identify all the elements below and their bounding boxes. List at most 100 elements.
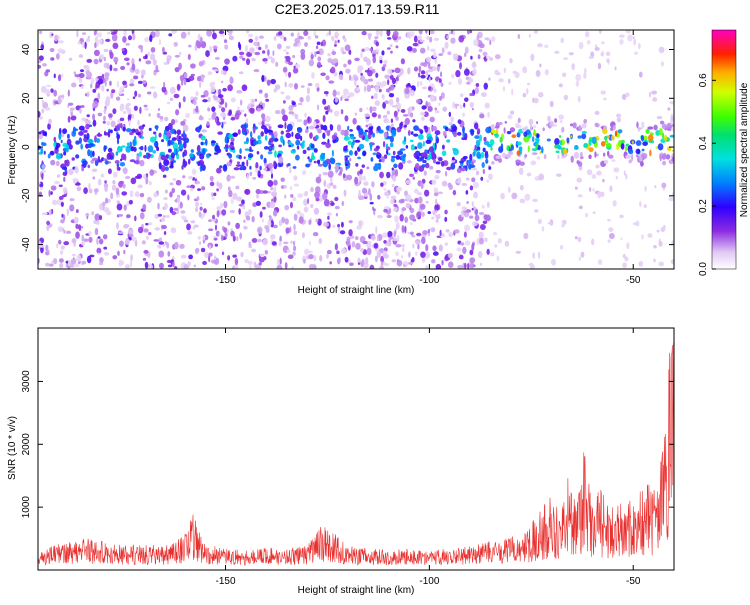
spectrogram-cell — [81, 117, 87, 122]
spectrogram-cell — [351, 241, 356, 248]
spectrogram-cell — [272, 209, 278, 217]
spectrogram-cell — [432, 158, 436, 164]
spectrogram-cell — [388, 93, 395, 98]
spectrogram-cell — [478, 211, 485, 216]
spectrogram-cell — [322, 115, 326, 123]
spectrogram-cell — [395, 251, 399, 257]
spectrogram-cell — [420, 74, 426, 79]
spectrogram-cell — [467, 78, 474, 83]
spectrogram-cell — [315, 51, 320, 55]
spectrogram-cell — [456, 247, 462, 252]
spectrogram-cell — [372, 152, 377, 156]
spectrogram-cell — [613, 167, 620, 173]
spectrogram-cell — [519, 184, 524, 191]
spectrogram-cell — [462, 112, 465, 117]
spectrogram-cell — [661, 61, 664, 67]
spectrogram-cell — [413, 133, 419, 137]
spectrogram-cell — [197, 33, 201, 41]
spectrogram-cell — [252, 140, 259, 145]
spectrogram-cell — [168, 154, 172, 161]
spectrogram-cell — [473, 39, 479, 47]
spectrogram-cell — [195, 91, 199, 97]
spectrogram-cell — [469, 215, 474, 219]
spectrogram-cell — [379, 59, 383, 64]
spectrogram-cell — [180, 254, 187, 259]
spectrogram-cell — [180, 189, 187, 196]
spectrogram-cell — [471, 61, 477, 69]
spectrogram-cell — [620, 237, 623, 241]
spectrogram-cell — [373, 242, 379, 249]
spectrogram-cell — [531, 152, 538, 155]
spectrogram-cell — [523, 135, 530, 143]
spectrogram-cell — [658, 261, 665, 267]
spectrogram-cell — [166, 130, 172, 138]
spectrogram-cell — [334, 40, 337, 45]
spectrogram-cell — [188, 175, 194, 180]
spectrogram-cell — [208, 219, 212, 222]
spectrogram-cell — [271, 241, 277, 246]
spectrogram-cell — [386, 195, 389, 199]
spectrogram-cell — [288, 111, 295, 115]
spectrogram-cell — [219, 202, 224, 209]
spectrogram-cell — [174, 66, 180, 73]
spectrogram-cell — [671, 240, 674, 246]
spectrogram-cell — [471, 177, 476, 183]
spectrogram-cell — [645, 128, 650, 134]
spectrogram-cell — [601, 50, 604, 57]
spectrogram-cell — [41, 169, 47, 173]
spectrogram-cell — [78, 125, 85, 131]
spectrogram-cell — [320, 41, 324, 47]
spectrogram-cell — [48, 209, 52, 216]
spectrogram-cell — [631, 153, 634, 162]
spectrogram-cell — [213, 68, 219, 72]
spectrogram-cell — [662, 187, 665, 191]
spectrogram-cell — [265, 226, 270, 233]
spectrogram-cell — [444, 216, 448, 222]
spectrogram-cell — [64, 159, 70, 167]
spectrogram-cell — [402, 121, 405, 126]
spectrogram-cell — [384, 191, 390, 197]
spectrogram-cell — [466, 30, 470, 35]
spectrogram-cell — [452, 53, 459, 57]
spectrogram-cell — [417, 142, 423, 150]
spectrogram-cell — [305, 163, 311, 168]
spectrogram-cell — [333, 110, 340, 117]
spectrogram-cell — [85, 213, 90, 217]
spectrogram-cell — [153, 192, 158, 198]
spectrogram-cell — [583, 119, 587, 124]
spectrogram-cell — [40, 246, 44, 254]
spectrogram-cell — [114, 160, 120, 164]
spectrogram-cell — [616, 117, 622, 123]
spectrogram-cell — [259, 253, 265, 257]
spectrogram-cell — [273, 36, 277, 41]
spectrogram-cell — [519, 198, 526, 204]
spectrogram-cell — [405, 194, 412, 202]
spectrogram-cell — [419, 203, 426, 210]
spectrogram-cell — [348, 92, 355, 97]
spectrogram-cell — [392, 30, 399, 37]
spectrogram-cell — [634, 51, 638, 55]
spectrogram-cell — [232, 235, 236, 242]
spectrogram-cell — [425, 139, 432, 145]
spectrogram-cell — [427, 228, 430, 234]
spectrogram-cell — [327, 53, 331, 57]
spectrogram-cell — [150, 136, 156, 143]
spectrogram-cell — [244, 189, 249, 195]
spectrogram-cell — [124, 263, 131, 269]
spectrogram-cell — [267, 55, 273, 60]
spectrogram-cell — [578, 41, 584, 50]
spectrogram-cell — [479, 223, 486, 231]
spectrogram-cell — [96, 133, 103, 137]
spectrogram-cell — [419, 80, 423, 86]
spectrogram-cell — [562, 148, 568, 154]
spectrogram-cell — [291, 131, 294, 137]
spectrogram-cell — [391, 183, 395, 188]
spectrogram-cell — [621, 93, 627, 100]
spectrogram-cell — [533, 97, 539, 104]
spectrogram-cell — [387, 79, 390, 86]
spectrogram-cell — [641, 121, 645, 129]
spectrogram-cell — [577, 95, 581, 103]
spectrogram-cell — [227, 84, 233, 92]
spectrogram-cell — [389, 84, 395, 91]
spectrogram-cell — [366, 84, 371, 92]
